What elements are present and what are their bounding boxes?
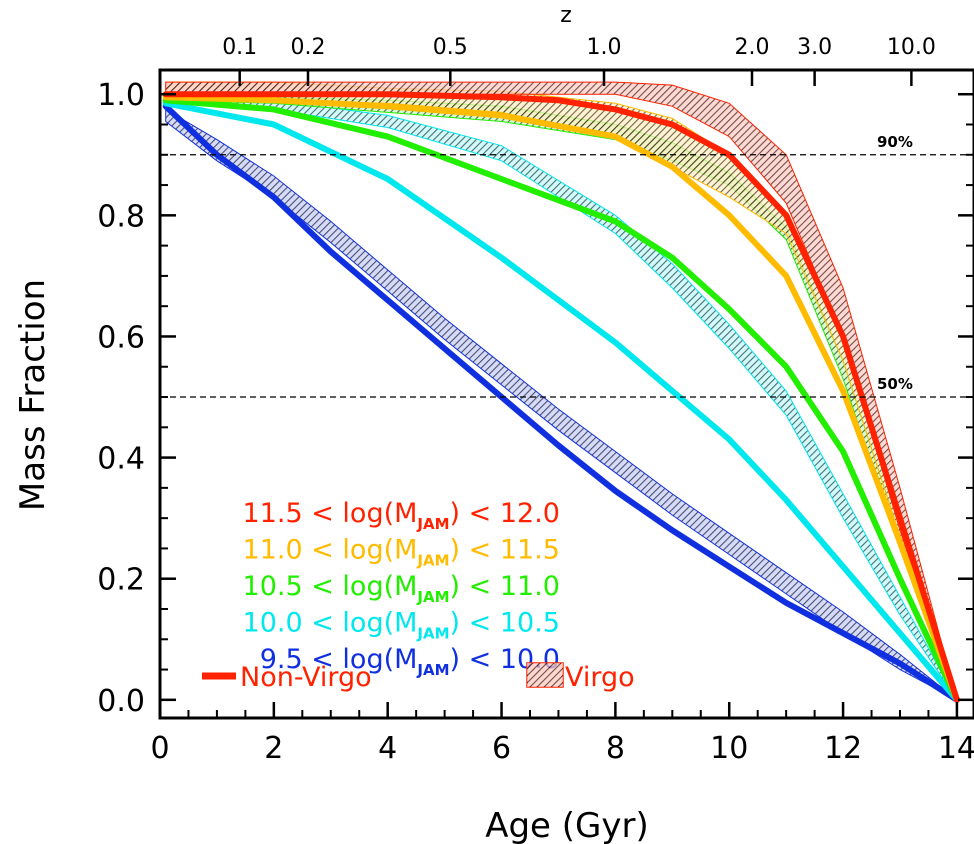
y-axis-title: Mass Fraction: [13, 279, 53, 511]
legend-row-part: 11.0 < log(M: [243, 535, 418, 566]
legend-row-part: JAM: [416, 661, 449, 679]
z-tick-label-2.0: 2.0: [735, 35, 770, 60]
z-tick-label-0.5: 0.5: [433, 35, 468, 60]
legend-row-part: 10.5 < log(M: [243, 571, 418, 602]
y-tick-label-0.8: 0.8: [97, 199, 145, 234]
x-tick-label-14: 14: [938, 731, 974, 766]
legend-row-part: ) < 11.5: [450, 535, 560, 566]
legend-virgo-swatch-hatch: [527, 663, 563, 687]
y-tick-label-0.4: 0.4: [97, 442, 145, 477]
non-virgo-line-10.5-11.0: [162, 97, 960, 703]
legend-non-virgo-label: Non-Virgo: [240, 662, 372, 693]
legend-row-part: JAM: [416, 625, 449, 643]
axes: 0 2 4 6 8 10 12 14 0.0 0.2 0.4 0.6 0.8 1.0 0.1 0.2 0.5 1.…: [13, 3, 974, 844]
x-tick-label-0: 0: [150, 731, 169, 766]
z-tick-label-0.2: 0.2: [291, 35, 326, 60]
z-tick-label-10.0: 10.0: [887, 35, 936, 60]
legend-row-part: 9.5 < log(M: [260, 644, 418, 675]
legend-row-part: JAM: [416, 588, 449, 606]
x-tick-label-10: 10: [710, 731, 748, 766]
y-tick-label-0.2: 0.2: [97, 563, 145, 598]
legend: 11.5 < log(MJAM) < 12.011.0 < log(MJAM) …: [202, 498, 635, 693]
legend-row-9.5-10.0: 9.5 < log(MJAM) < 10.0: [260, 644, 560, 679]
ref-label-50pct: 50%: [877, 375, 913, 393]
legend-row-part: 11.5 < log(M: [243, 498, 418, 529]
plot-frame: [158, 68, 974, 720]
x-tick-label-6: 6: [492, 731, 511, 766]
non-virgo-line-9.5-10.0: [162, 103, 960, 703]
legend-row-part: ) < 12.0: [450, 498, 560, 529]
legend-row-part: 10.0 < log(M: [243, 608, 418, 639]
ref-label-90pct: 90%: [877, 133, 913, 151]
legend-row-10.5-11.0: 10.5 < log(MJAM) < 11.0: [243, 571, 560, 606]
x-tick-label-12: 12: [824, 731, 862, 766]
non-virgo-lines: [162, 91, 960, 703]
x-tick-label-2: 2: [264, 731, 283, 766]
x-tick-label-4: 4: [378, 731, 397, 766]
z-tick-label-3.0: 3.0: [797, 35, 832, 60]
legend-row-part: ) < 11.0: [450, 571, 560, 602]
legend-virgo-label: Virgo: [565, 662, 635, 693]
non-virgo-line-11.0-11.5: [162, 94, 960, 703]
virgo-band-hatch-10.0-10.5: [165, 96, 958, 701]
z-tick-label-0.1: 0.1: [222, 35, 257, 60]
legend-row-part: ) < 10.5: [450, 608, 560, 639]
non-virgo-line-10.0-10.5: [162, 100, 960, 703]
non-virgo-line-11.5-12.0: [162, 91, 960, 703]
y-tick-label-0.6: 0.6: [97, 320, 145, 355]
legend-row-11.0-11.5: 11.0 < log(MJAM) < 11.5: [243, 535, 560, 570]
z-axis-title: z: [560, 3, 572, 28]
z-tick-label-1.0: 1.0: [587, 35, 622, 60]
y-tick-label-1: 1.0: [97, 78, 145, 113]
legend-row-part: JAM: [416, 552, 449, 570]
y-tick-label-0: 0.0: [97, 684, 145, 719]
reference-lines: 90% 50%: [160, 133, 974, 398]
legend-row-10.0-10.5: 10.0 < log(MJAM) < 10.5: [243, 608, 560, 643]
x-axis-title: Age (Gyr): [485, 806, 649, 844]
x-tick-label-8: 8: [606, 731, 625, 766]
legend-row-part: JAM: [416, 515, 449, 533]
legend-row-11.5-12.0: 11.5 < log(MJAM) < 12.0: [243, 498, 560, 533]
